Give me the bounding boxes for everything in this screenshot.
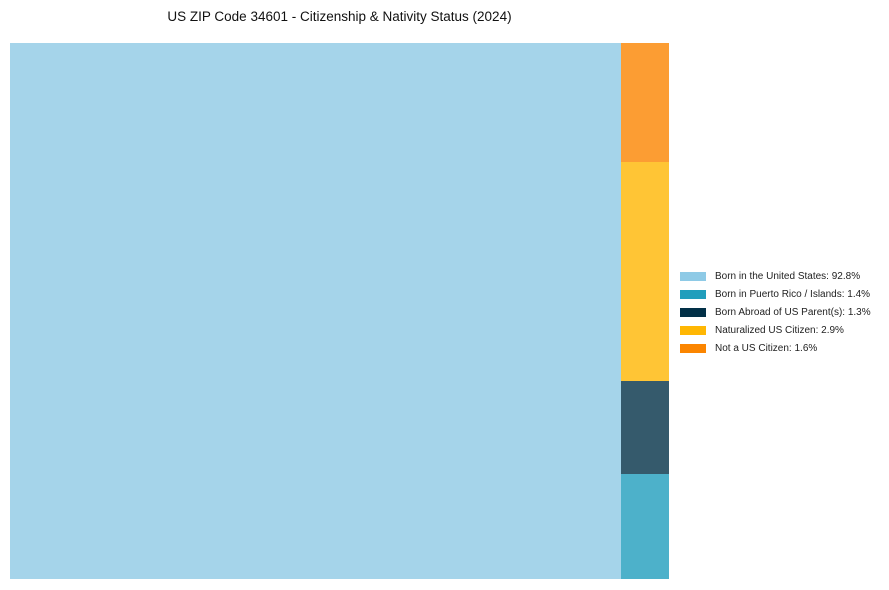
tile-born-abroad-us-parents: [621, 381, 669, 474]
treemap: [10, 43, 669, 579]
legend-swatch: [680, 343, 706, 353]
tile-born-puerto-rico: [621, 474, 669, 579]
legend-item-born-abroad: Born Abroad of US Parent(s): 1.3%: [680, 303, 871, 321]
legend-swatch: [680, 325, 706, 335]
legend-label: Born in the United States: 92.8%: [715, 270, 861, 282]
legend-label: Naturalized US Citizen: 2.9%: [715, 324, 844, 336]
legend-swatch: [680, 271, 706, 281]
chart-title: US ZIP Code 34601 - Citizenship & Nativi…: [167, 9, 512, 24]
legend-item-naturalized: Naturalized US Citizen: 2.9%: [680, 321, 871, 339]
legend-swatch: [680, 307, 706, 317]
legend-label: Not a US Citizen: 1.6%: [715, 342, 818, 354]
tile-born-in-us: [10, 43, 621, 579]
tile-naturalized-citizen: [621, 162, 669, 381]
legend-swatch: [680, 289, 706, 299]
legend-label: Born in Puerto Rico / Islands: 1.4%: [715, 288, 871, 300]
legend-item-not-citizen: Not a US Citizen: 1.6%: [680, 339, 871, 357]
legend-item-born-puerto-rico: Born in Puerto Rico / Islands: 1.4%: [680, 285, 871, 303]
tile-not-us-citizen: [621, 43, 669, 162]
legend-label: Born Abroad of US Parent(s): 1.3%: [715, 306, 871, 318]
legend-item-born-in-us: Born in the United States: 92.8%: [680, 267, 871, 285]
legend: Born in the United States: 92.8% Born in…: [680, 267, 871, 357]
